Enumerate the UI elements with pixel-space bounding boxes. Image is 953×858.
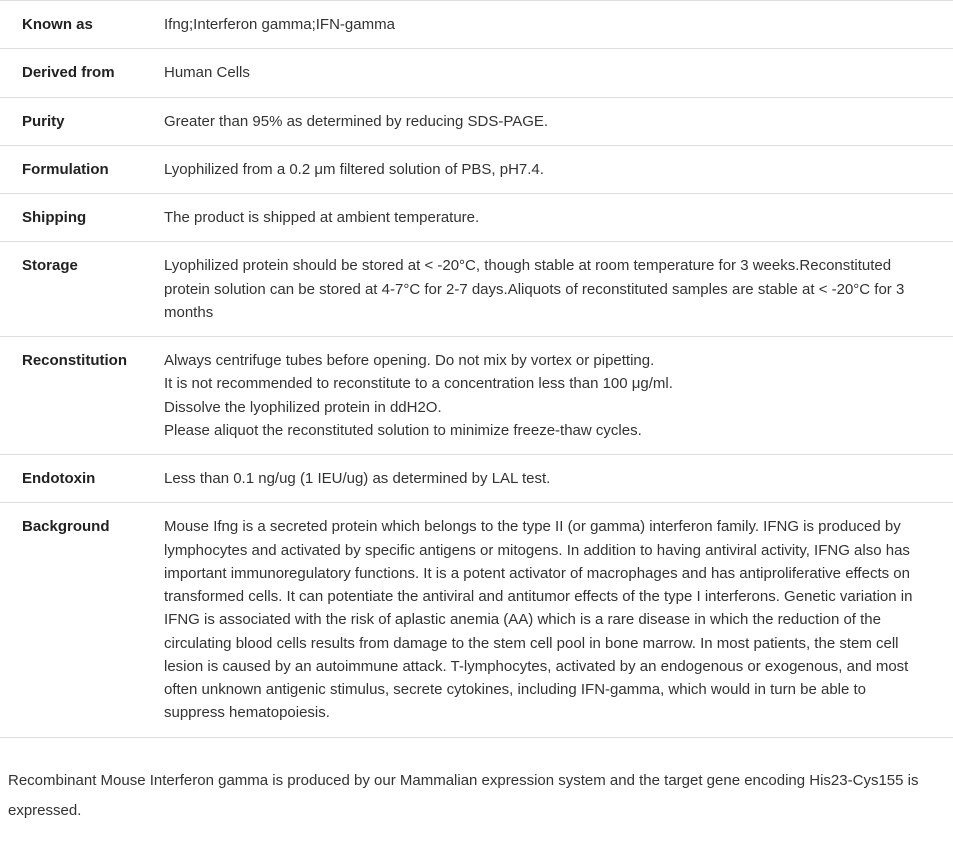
spec-value-line: Please aliquot the reconstituted solutio…	[164, 419, 931, 442]
spec-value: Mouse Ifng is a secreted protein which b…	[160, 503, 953, 737]
spec-row: ReconstitutionAlways centrifuge tubes be…	[0, 337, 953, 455]
spec-value: Greater than 95% as determined by reduci…	[160, 97, 953, 145]
spec-value: Always centrifuge tubes before opening. …	[160, 337, 953, 455]
footer-description: Recombinant Mouse Interferon gamma is pr…	[0, 766, 953, 848]
spec-label: Reconstitution	[0, 337, 160, 455]
spec-row: ShippingThe product is shipped at ambien…	[0, 194, 953, 242]
spec-label: Storage	[0, 242, 160, 337]
spec-row: PurityGreater than 95% as determined by …	[0, 97, 953, 145]
spec-value: Lyophilized protein should be stored at …	[160, 242, 953, 337]
spec-label: Background	[0, 503, 160, 737]
spec-row: EndotoxinLess than 0.1 ng/ug (1 IEU/ug) …	[0, 455, 953, 503]
spec-row: Known asIfng;Interferon gamma;IFN-gamma	[0, 1, 953, 49]
spec-table-body: Known asIfng;Interferon gamma;IFN-gammaD…	[0, 1, 953, 738]
spec-label: Shipping	[0, 194, 160, 242]
spec-value-line: Always centrifuge tubes before opening. …	[164, 349, 931, 372]
spec-label: Purity	[0, 97, 160, 145]
spec-row: StorageLyophilized protein should be sto…	[0, 242, 953, 337]
spec-value: Lyophilized from a 0.2 μm filtered solut…	[160, 145, 953, 193]
spec-label: Known as	[0, 1, 160, 49]
spec-value: Less than 0.1 ng/ug (1 IEU/ug) as determ…	[160, 455, 953, 503]
spec-value-line: It is not recommended to reconstitute to…	[164, 372, 931, 395]
spec-value: The product is shipped at ambient temper…	[160, 194, 953, 242]
spec-row: Derived fromHuman Cells	[0, 49, 953, 97]
spec-row: BackgroundMouse Ifng is a secreted prote…	[0, 503, 953, 737]
spec-value: Ifng;Interferon gamma;IFN-gamma	[160, 1, 953, 49]
spec-row: FormulationLyophilized from a 0.2 μm fil…	[0, 145, 953, 193]
spec-label: Endotoxin	[0, 455, 160, 503]
spec-label: Formulation	[0, 145, 160, 193]
spec-label: Derived from	[0, 49, 160, 97]
spec-value-line: Dissolve the lyophilized protein in ddH2…	[164, 396, 931, 419]
spec-table: Known asIfng;Interferon gamma;IFN-gammaD…	[0, 0, 953, 738]
spec-value: Human Cells	[160, 49, 953, 97]
